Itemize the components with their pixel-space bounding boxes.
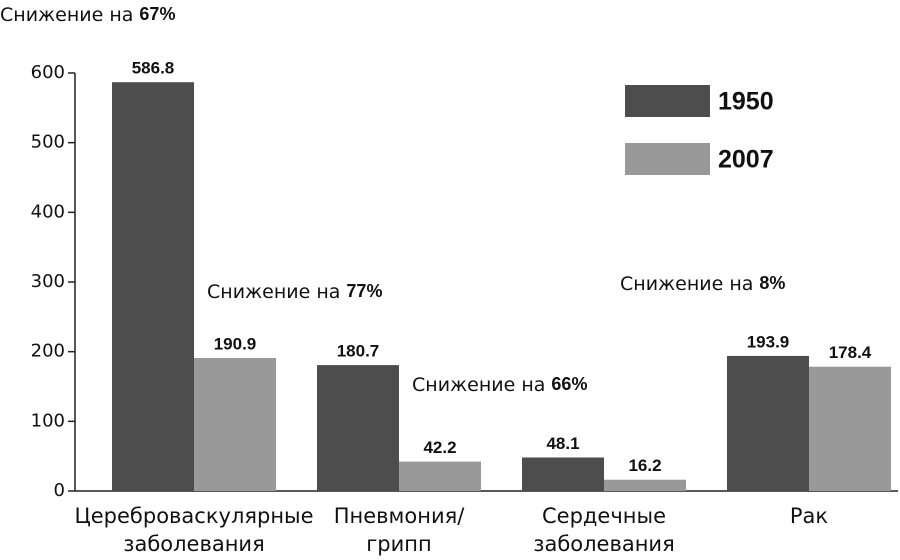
- annotation-percent: 8%: [759, 273, 785, 293]
- value-label: 48.1: [546, 434, 579, 453]
- y-tick-label: 500: [31, 132, 65, 153]
- x-tick-label: Цереброваскулярные: [74, 504, 313, 528]
- value-label: 16.2: [628, 456, 661, 475]
- annotation: Снижение на 67%: [0, 4, 175, 26]
- bar: [317, 365, 399, 491]
- annotation-percent: 77%: [346, 281, 382, 301]
- bar: [809, 366, 891, 491]
- bar: [604, 479, 686, 491]
- value-label: 180.7: [337, 342, 380, 361]
- x-tick-label: Рак: [790, 504, 828, 528]
- y-tick-label: 200: [31, 341, 65, 362]
- annotation: Снижение на 66%: [412, 374, 587, 396]
- annotation-text: Снижение на: [412, 374, 545, 396]
- y-tick-label: 400: [31, 201, 65, 222]
- value-label: 178.4: [829, 343, 872, 362]
- x-tick-label: заболевания: [123, 532, 264, 556]
- bar: [399, 461, 481, 491]
- value-label: 190.9: [214, 334, 257, 353]
- annotation-percent: 66%: [551, 374, 587, 394]
- legend-swatch: [625, 143, 710, 175]
- bar: [194, 358, 276, 491]
- bar: [522, 457, 604, 491]
- x-tick-label: Сердечные: [542, 504, 666, 528]
- annotation: Снижение на 77%: [207, 281, 382, 303]
- value-label: 586.8: [132, 59, 175, 78]
- x-tick-label: Пневмония/: [334, 504, 466, 528]
- x-tick-label: грипп: [366, 532, 431, 556]
- value-label: 193.9: [747, 332, 790, 351]
- x-tick-label: заболевания: [533, 532, 674, 556]
- annotation-text: Снижение на: [207, 281, 340, 303]
- annotation-text: Снижение на: [0, 4, 133, 26]
- bar: [727, 355, 809, 491]
- legend-swatch: [625, 85, 710, 117]
- y-tick-label: 600: [31, 62, 65, 83]
- annotation: Снижение на 8%: [620, 273, 785, 295]
- bar: [112, 82, 194, 492]
- value-label: 42.2: [423, 438, 456, 457]
- y-tick-label: 300: [31, 271, 65, 292]
- legend-label: 2007: [718, 146, 774, 174]
- y-tick-label: 0: [54, 480, 65, 501]
- annotation-text: Снижение на: [620, 273, 753, 295]
- legend-label: 1950: [718, 88, 774, 116]
- annotation-percent: 67%: [139, 4, 175, 24]
- y-tick-label: 100: [31, 410, 65, 431]
